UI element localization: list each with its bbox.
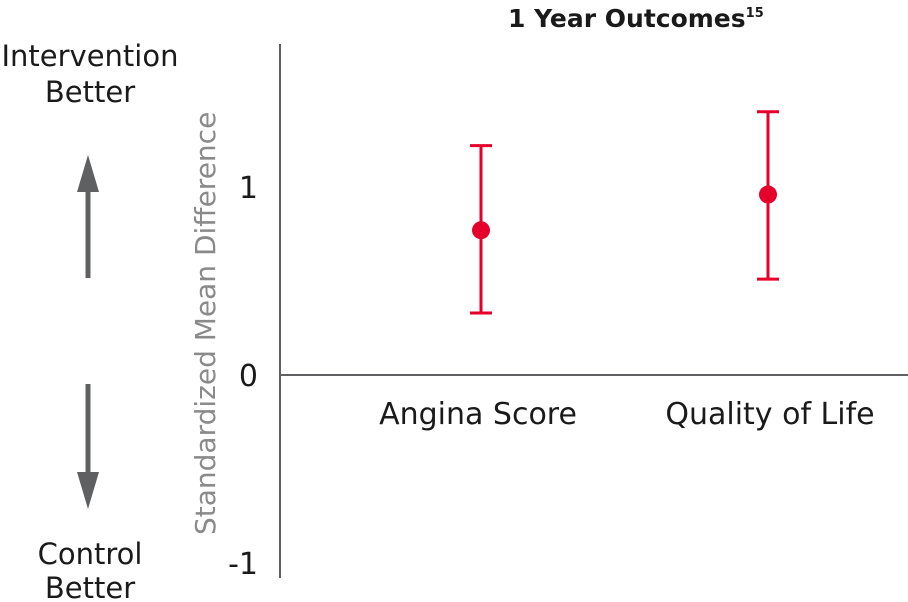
annotation-better-top: Better [45, 75, 135, 109]
chart-title-superscript: 15 [746, 6, 764, 21]
data-point [759, 185, 777, 204]
up-arrow-icon [77, 155, 99, 278]
category-label: Angina Score [379, 397, 577, 432]
data-point [472, 221, 490, 240]
category-label: Quality of Life [665, 397, 874, 432]
annotation-better-bottom: Better [45, 571, 135, 602]
data-marks [470, 110, 779, 315]
y-tick-label: 1 [239, 171, 258, 206]
category-labels: Angina Score Quality of Life [379, 397, 875, 432]
annotation-intervention: Intervention [1, 39, 178, 73]
y-tick-label: 0 [239, 359, 258, 394]
chart-title: 1 Year Outcomes15 [508, 4, 764, 33]
y-tick-label: -1 [228, 547, 258, 582]
y-axis-label: Standardized Mean Difference [189, 112, 222, 535]
annotation-control: Control [38, 537, 143, 571]
y-tick-labels: 1 0 -1 [228, 171, 258, 582]
down-arrow-icon [77, 384, 99, 509]
chart-title-text: 1 Year Outcomes [508, 4, 746, 33]
